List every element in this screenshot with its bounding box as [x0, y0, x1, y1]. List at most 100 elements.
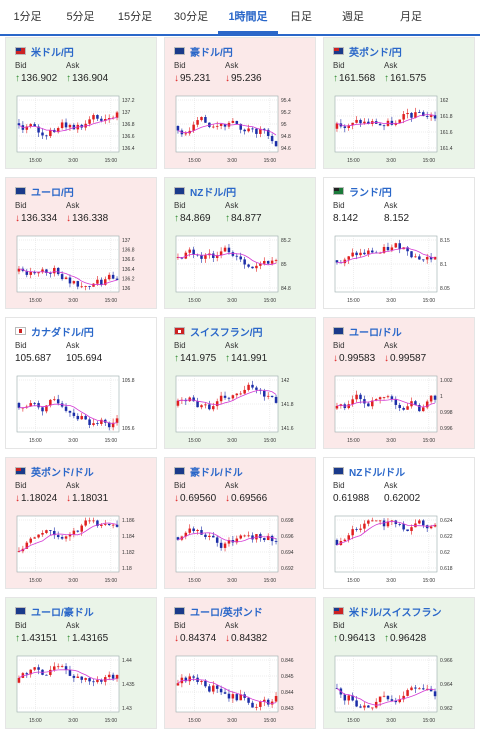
price-chart[interactable]: 0.966 0.964 0.962 15:00 3:00 15:00	[333, 653, 461, 726]
candle-body	[394, 700, 398, 703]
bid-label: Bid	[15, 201, 27, 210]
candle-body	[390, 247, 394, 251]
arrow-down-icon: ↓	[66, 213, 71, 224]
currency-pair-link[interactable]: 米ドル/円	[31, 47, 74, 59]
currency-pair-link[interactable]: 豪ドル/円	[190, 47, 233, 59]
candle-body	[204, 117, 207, 123]
currency-pair-link[interactable]: 豪ドル/ドル	[190, 467, 243, 479]
price-chart[interactable]: 1.186 1.184 1.182 1.18 15:00 3:00 15:00	[15, 513, 143, 586]
tab-4[interactable]: 1時間足	[218, 0, 278, 34]
rate-card[interactable]: ユーロ/ドル Bid Ask ↓0.99583 ↓0.99587 1.002 1 0.998 0…	[323, 317, 475, 449]
rate-card[interactable]: 米ドル/スイスフラン Bid Ask ↑0.96413 ↑0.96428 0.966 0.9…	[323, 597, 475, 729]
tab-0[interactable]: 1分足	[13, 11, 42, 23]
candle-body	[363, 705, 366, 708]
candle-body	[406, 406, 409, 410]
rate-card[interactable]: 英ポンド/ドル Bid Ask ↓1.18024 ↓1.18031 1.186 1.184 1…	[5, 457, 157, 589]
price-chart[interactable]: 8.15 8.1 8.05 15:00 3:00 15:00	[333, 233, 461, 306]
x-tick-label: 15:00	[105, 438, 118, 444]
candle-body	[406, 247, 409, 252]
card-header: ユーロ/英ポンド	[174, 604, 263, 619]
price-chart[interactable]: 0.624 0.622 0.62 0.618 15:00 3:00 15:00	[333, 513, 461, 586]
candle-body	[371, 520, 374, 522]
rate-card[interactable]: 米ドル/円 Bid Ask ↑136.902 ↑136.904 137.2 137 136.8…	[5, 37, 157, 169]
candle-body	[422, 520, 425, 526]
candle-body	[96, 679, 99, 683]
tab-1[interactable]: 5分足	[66, 11, 95, 23]
rate-card[interactable]: 豪ドル/円 Bid Ask ↓95.231 ↓95.236 95.4 95.2 95 94.8 9…	[164, 37, 316, 169]
moving-average-line	[177, 122, 277, 136]
price-chart[interactable]: 105.8 105.6 15:00 3:00 15:00	[15, 373, 143, 446]
rate-card[interactable]: 豪ドル/ドル Bid Ask ↓0.69560 ↓0.69566 0.698 0.696 0.…	[164, 457, 316, 589]
ask-price: 136.338	[72, 213, 109, 224]
tab-6[interactable]: 週足	[342, 11, 364, 23]
y-tick-label: 0.622	[440, 534, 453, 540]
candle-body	[208, 404, 211, 410]
candle-body	[402, 695, 405, 700]
currency-pair-link[interactable]: ユーロ/英ポンド	[190, 607, 263, 619]
rate-card[interactable]: ランド/円 Bid Ask 8.142 8.152 8.15 8.1 8.05 15:00 3:0…	[323, 177, 475, 309]
candle-body	[56, 128, 60, 133]
x-tick-label: 3:00	[68, 158, 78, 164]
rate-card[interactable]: ユーロ/豪ドル Bid Ask ↑1.43151 ↑1.43165 1.44 1.435 1.…	[5, 597, 157, 729]
price-chart[interactable]: 0.846 0.845 0.844 0.843 15:00 3:00 15:00	[174, 653, 302, 726]
candle-body	[363, 523, 366, 529]
currency-pair-link[interactable]: ユーロ/円	[31, 187, 74, 199]
price-chart[interactable]: 142 141.8 141.6 15:00 3:00 15:00	[174, 373, 302, 446]
candle-body	[390, 120, 394, 125]
moving-average-line	[177, 532, 277, 543]
tab-3[interactable]: 30分足	[173, 11, 209, 23]
candle-body	[406, 529, 409, 532]
ask-label: Ask	[225, 481, 239, 490]
candle-body	[33, 537, 36, 539]
rate-card[interactable]: カナダドル/円 Bid Ask 105.687 105.694 105.8 105.6 15:…	[5, 317, 157, 449]
candle-body	[425, 401, 429, 408]
rate-card[interactable]: スイスフラン/円 Bid Ask ↑141.975 ↑141.991 142 141.8 14…	[164, 317, 316, 449]
price-chart[interactable]: 162 161.8 161.6 161.4 15:00 3:00 15:00	[333, 93, 461, 166]
arrow-up-icon: ↑	[225, 353, 230, 364]
candle-body	[115, 278, 119, 280]
x-tick-label: 15:00	[423, 718, 436, 724]
tab-2[interactable]: 15分足	[117, 11, 153, 23]
price-chart[interactable]: 1.002 1 0.998 0.996 15:00 3:00 15:00	[333, 373, 461, 446]
rate-card[interactable]: 英ポンド/円 Bid Ask ↑161.568 ↑161.575 162 161.8 161.…	[323, 37, 475, 169]
candle-body	[355, 394, 358, 400]
candle-body	[335, 405, 339, 409]
currency-pair-link[interactable]: ユーロ/豪ドル	[31, 607, 94, 619]
x-tick-label: 15:00	[188, 298, 201, 304]
candle-body	[255, 265, 258, 269]
tab-5[interactable]: 日足	[290, 11, 312, 23]
rate-card[interactable]: NZドル/円 Bid Ask ↑84.869 ↑84.877 85.2 85 84.8 15:0…	[164, 177, 316, 309]
x-tick-label: 15:00	[264, 718, 277, 724]
candle-body	[351, 399, 354, 405]
y-tick-label: 136.2	[122, 276, 135, 282]
currency-pair-link[interactable]: ユーロ/ドル	[349, 327, 402, 339]
price-chart[interactable]: 137.2 137 136.8 136.6 136.4 15:00 3:00 15:00	[15, 93, 143, 166]
candle-body	[88, 678, 91, 682]
price-chart[interactable]: 137 136.8 136.6 136.4 136.2 136 15:00 3:00 15:00	[15, 233, 143, 306]
rate-card[interactable]: ユーロ/英ポンド Bid Ask ↓0.84374 ↓0.84382 0.846 0.845…	[164, 597, 316, 729]
candle-body	[208, 686, 211, 692]
currency-pair-link[interactable]: 米ドル/スイスフラン	[349, 607, 442, 619]
tab-7[interactable]: 月足	[400, 11, 422, 23]
y-tick-label: 84.8	[281, 286, 291, 292]
candle-body	[80, 286, 83, 288]
currency-pair-link[interactable]: ランド/円	[349, 187, 392, 199]
currency-pair-link[interactable]: 英ポンド/ドル	[31, 467, 94, 479]
currency-pair-link[interactable]: NZドル/円	[190, 187, 237, 199]
candle-body	[215, 401, 219, 407]
rate-card[interactable]: ユーロ/円 Bid Ask ↓136.334 ↓136.338 137 136.8 136.6…	[5, 177, 157, 309]
ask-value: ↓0.99587	[384, 353, 426, 364]
price-chart[interactable]: 0.698 0.696 0.694 0.692 15:00 3:00 15:00	[174, 513, 302, 586]
rate-card[interactable]: NZドル/ドル Bid Ask 0.61988 0.62002 0.624 0.622 0.6…	[323, 457, 475, 589]
arrow-up-icon: ↑	[66, 633, 71, 644]
price-chart[interactable]: 1.44 1.435 1.43 15:00 3:00 15:00	[15, 653, 143, 726]
candle-body	[378, 123, 382, 126]
candle-body	[410, 527, 413, 532]
price-chart[interactable]: 95.4 95.2 95 94.8 94.6 15:00 3:00 15:00	[174, 93, 302, 166]
currency-pair-link[interactable]: カナダドル/円	[31, 327, 94, 339]
y-tick-label: 137	[122, 110, 131, 116]
currency-pair-link[interactable]: NZドル/ドル	[349, 467, 406, 479]
price-chart[interactable]: 85.2 85 84.8 15:00 3:00 15:00	[174, 233, 302, 306]
currency-pair-link[interactable]: 英ポンド/円	[349, 47, 402, 59]
currency-pair-link[interactable]: スイスフラン/円	[190, 327, 263, 339]
